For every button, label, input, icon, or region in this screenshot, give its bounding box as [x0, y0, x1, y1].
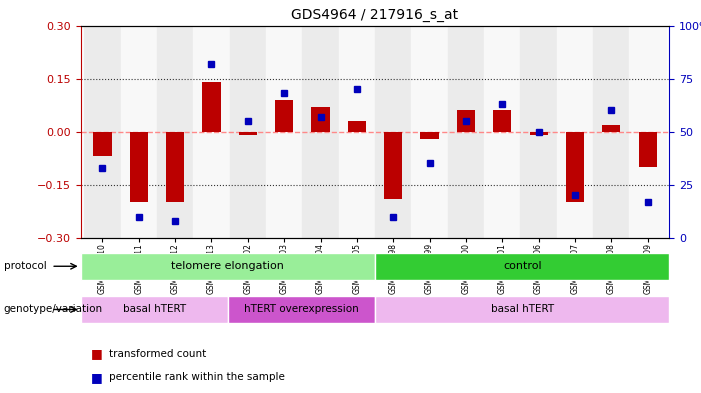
Bar — [81, 296, 228, 323]
Bar — [375, 296, 669, 323]
Text: hTERT overexpression: hTERT overexpression — [244, 305, 359, 314]
Bar — [130, 132, 148, 202]
Bar — [520, 26, 557, 238]
Bar — [93, 132, 111, 156]
Bar — [484, 26, 520, 238]
Bar — [302, 26, 339, 238]
Bar — [629, 26, 666, 238]
Bar — [157, 26, 193, 238]
Bar — [639, 132, 657, 167]
Title: GDS4964 / 217916_s_at: GDS4964 / 217916_s_at — [292, 8, 458, 22]
Bar — [84, 26, 121, 238]
Bar — [448, 26, 484, 238]
Bar — [239, 132, 257, 135]
Text: ■: ■ — [91, 347, 103, 360]
Bar — [275, 100, 293, 132]
Bar — [593, 26, 629, 238]
Text: telomere elongation: telomere elongation — [171, 261, 285, 271]
Bar — [421, 132, 439, 139]
Bar — [411, 26, 448, 238]
Bar — [339, 26, 375, 238]
Bar — [266, 26, 302, 238]
Bar — [81, 253, 375, 279]
Bar — [557, 26, 593, 238]
Text: protocol: protocol — [4, 261, 46, 271]
Bar — [375, 26, 411, 238]
Text: genotype/variation: genotype/variation — [4, 305, 102, 314]
Bar — [203, 82, 221, 132]
Bar — [494, 110, 511, 132]
Bar — [228, 296, 375, 323]
Text: control: control — [503, 261, 542, 271]
Bar — [529, 132, 547, 135]
Text: ■: ■ — [91, 371, 103, 384]
Bar — [121, 26, 157, 238]
Bar — [384, 132, 402, 199]
Bar — [348, 121, 366, 132]
Bar — [457, 110, 475, 132]
Text: percentile rank within the sample: percentile rank within the sample — [109, 372, 285, 382]
Bar — [375, 253, 669, 279]
Bar — [193, 26, 230, 238]
Text: basal hTERT: basal hTERT — [491, 305, 554, 314]
Bar — [602, 125, 620, 132]
Text: basal hTERT: basal hTERT — [123, 305, 186, 314]
Text: transformed count: transformed count — [109, 349, 206, 359]
Bar — [311, 107, 329, 132]
Bar — [230, 26, 266, 238]
Bar — [166, 132, 184, 202]
Bar — [566, 132, 584, 202]
